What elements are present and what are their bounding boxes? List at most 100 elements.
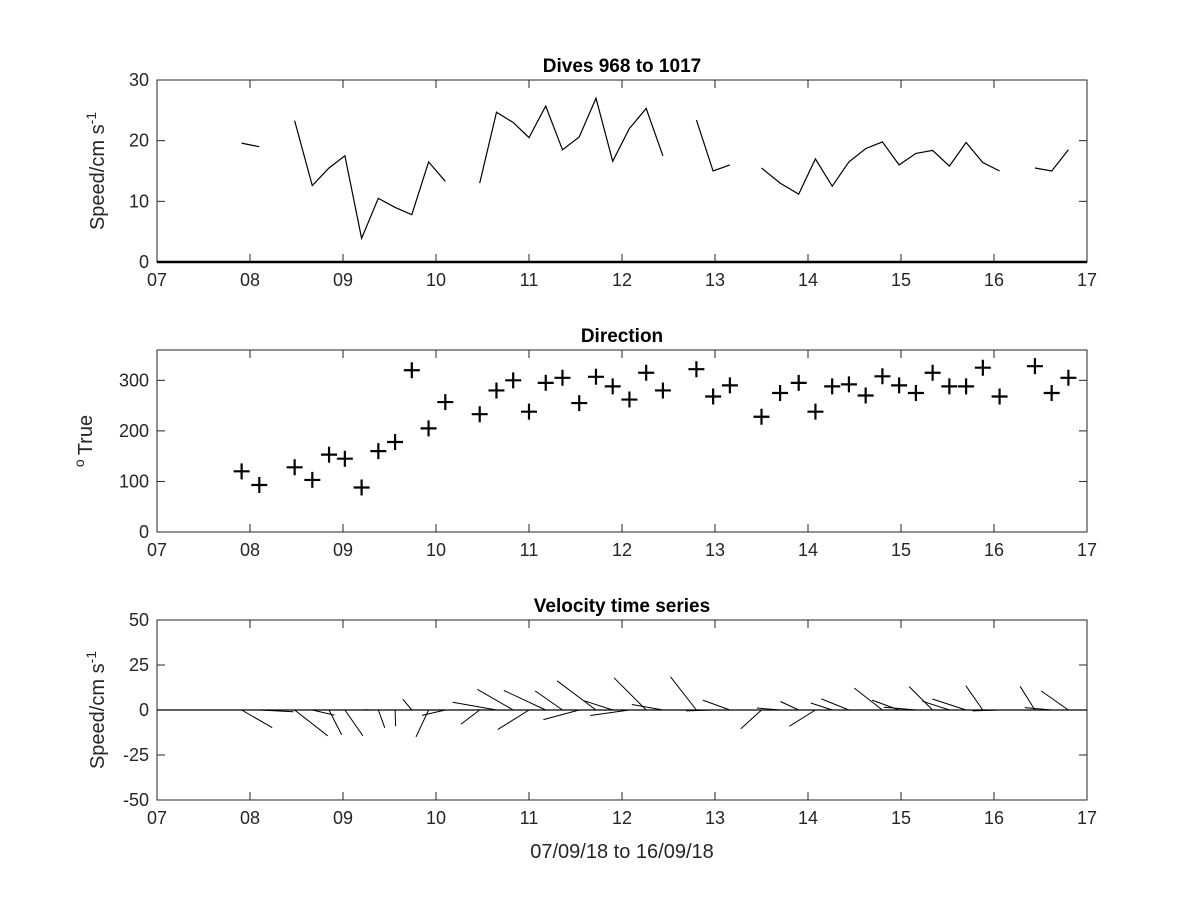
velocity-stick [460, 709, 481, 725]
y-tick-label: 100 [119, 471, 149, 491]
velocity-stick [241, 709, 273, 729]
x-tick-label: 10 [426, 808, 446, 828]
velocity-stick [452, 701, 497, 711]
y-tick-label: 0 [139, 252, 149, 272]
direction-point [857, 387, 874, 404]
velocity-stick [294, 709, 329, 737]
direction-point [1060, 369, 1077, 386]
x-tick-label: 07 [147, 540, 167, 560]
direction-point [353, 479, 370, 496]
x-tick-label: 11 [520, 540, 539, 560]
direction-point [941, 378, 958, 395]
x-tick-label: 12 [612, 540, 632, 560]
velocity-stick [1024, 707, 1052, 711]
direction-point [488, 382, 505, 399]
y-axis-label: Speed/cm s-1 [83, 651, 109, 769]
direction-point [233, 463, 250, 480]
direction-point [824, 378, 841, 395]
y-axis-label-superscript: -1 [83, 651, 99, 664]
x-tick-label: 08 [240, 808, 260, 828]
velocity-stick [259, 709, 294, 713]
direction-point [286, 459, 303, 476]
x-tick-label: 09 [333, 808, 353, 828]
direction-point [721, 377, 738, 394]
speed-line-segment [294, 120, 446, 241]
velocity-stick [1040, 690, 1069, 711]
velocity-stick [810, 702, 833, 711]
direction-point [705, 388, 722, 405]
direction-point [321, 446, 338, 463]
speed-line-segment [479, 96, 664, 184]
direction-point [621, 391, 638, 408]
x-tick-label: 11 [520, 270, 539, 290]
x-tick-label: 07 [147, 808, 167, 828]
x-tick-label: 14 [798, 270, 818, 290]
direction-point [688, 361, 705, 378]
velocity-stick [477, 688, 514, 711]
velocity-stick [590, 709, 630, 716]
direction-point [505, 372, 522, 389]
y-axis-label-text: Speed/cm s [87, 124, 109, 230]
x-tick-label: 13 [705, 808, 725, 828]
x-tick-label: 08 [240, 270, 260, 290]
x-tick-label: 10 [426, 540, 446, 560]
velocity-stick [965, 685, 984, 711]
direction-point [387, 434, 404, 451]
velocity-stick [702, 699, 731, 711]
direction-point [304, 471, 321, 488]
direction-point [471, 406, 488, 423]
direction-point [587, 368, 604, 385]
y-axis-label: Speed/cm s-1 [83, 112, 109, 230]
velocity-stick [377, 709, 386, 728]
velocity-stick [932, 698, 967, 711]
x-tick-label: 15 [891, 540, 911, 560]
direction-point [251, 476, 268, 493]
speed-line-segment [695, 119, 731, 172]
direction-point [638, 364, 655, 381]
x-tick-label: 12 [612, 270, 632, 290]
velocity-stick [789, 709, 816, 727]
direction-point [420, 420, 437, 437]
y-tick-label: -50 [123, 790, 149, 810]
direction-point [1026, 358, 1043, 375]
speed-panel: Dives 968 to 1017 07 08 09 10 11 12 13 14 15 16 17 0… [83, 56, 1097, 290]
y-axis-label-text: True [75, 415, 97, 455]
velocity-stick [394, 709, 397, 727]
direction-point [403, 362, 420, 379]
velocity-stick [631, 704, 663, 711]
velocity-stick [421, 709, 446, 716]
x-tick-label: 13 [705, 270, 725, 290]
chart-title: Velocity time series [534, 596, 710, 617]
direction-panel: Direction 07 08 09 10 11 12 13 14 15 16 17 0 100 200 30… [71, 326, 1097, 560]
x-tick-label: 07 [147, 270, 167, 290]
velocity-panel: Velocity time series 07 08 09 10 11 12 13 14 15 16… [83, 596, 1097, 863]
direction-point [958, 378, 975, 395]
direction-point [974, 359, 991, 376]
y-tick-label: 10 [129, 191, 149, 211]
y-tick-label: 0 [139, 700, 149, 720]
velocity-stick [756, 707, 781, 711]
speed-line-segment [1034, 149, 1069, 172]
direction-point [991, 388, 1008, 405]
direction-point [907, 384, 924, 401]
y-axis-label-superscript: o [71, 459, 87, 467]
velocity-stick [780, 701, 799, 711]
velocity-stick [402, 698, 413, 711]
y-axis-label-text: Speed/cm s [87, 663, 109, 769]
velocity-stick [613, 677, 647, 711]
direction-point [554, 369, 571, 386]
x-tick-label: 10 [426, 270, 446, 290]
direction-point [1043, 384, 1060, 401]
y-tick-label: 30 [129, 70, 149, 90]
x-tick-label: 15 [891, 270, 911, 290]
chart-title: Direction [581, 326, 663, 347]
y-axis-label: o True [71, 415, 97, 467]
x-tick-label: 11 [520, 808, 539, 828]
x-tick-label: 14 [798, 808, 818, 828]
direction-point [370, 443, 387, 460]
velocity-stick [534, 690, 563, 711]
direction-point [840, 376, 857, 393]
velocity-stick [1019, 686, 1036, 711]
velocity-stick [740, 709, 762, 730]
